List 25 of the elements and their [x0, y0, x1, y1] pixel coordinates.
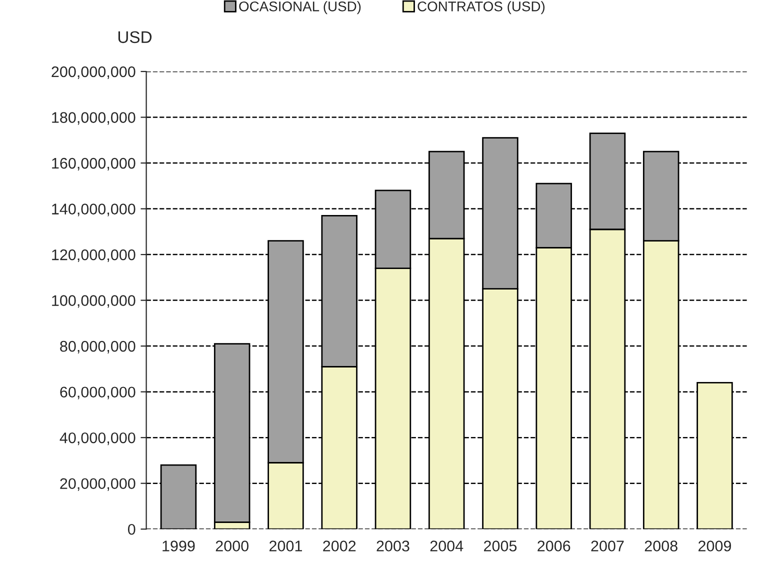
x-tick-label: 2007	[591, 540, 624, 552]
y-tick-label: 160,000,000	[52, 158, 136, 171]
y-tick-label: 100,000,000	[52, 295, 136, 308]
x-tick-label: 2000	[216, 540, 248, 552]
y-axis-title: USD	[118, 31, 152, 44]
x-tick-label: 2001	[270, 540, 302, 552]
y-tick-label: 20,000,000	[60, 478, 136, 491]
y-tick-label: 200,000,000	[52, 66, 136, 79]
y-tick-label: 40,000,000	[60, 432, 136, 446]
x-tick-label: 2002	[323, 540, 356, 552]
y-tick-label: 140,000,000	[52, 204, 136, 216]
x-tick-label: 2003	[376, 540, 410, 552]
legend-label: OCASIONAL (USD)	[239, 1, 361, 14]
x-tick-label: 2008	[644, 540, 678, 552]
x-tick-label: 1999	[162, 540, 195, 552]
y-tick-label: 60,000,000	[60, 386, 136, 400]
x-tick-label: 2005	[484, 540, 517, 552]
y-tick-label: 180,000,000	[52, 112, 136, 125]
x-tick-label: 2006	[538, 540, 570, 552]
y-tick-label: 120,000,000	[52, 249, 136, 262]
y-tick-label: 80,000,000	[60, 340, 136, 354]
x-tick-label: 2004	[430, 540, 464, 552]
y-tick-label: 0	[128, 524, 136, 535]
legend-label: CONTRATOS (USD)	[418, 1, 545, 14]
x-tick-label: 2009	[698, 540, 731, 552]
